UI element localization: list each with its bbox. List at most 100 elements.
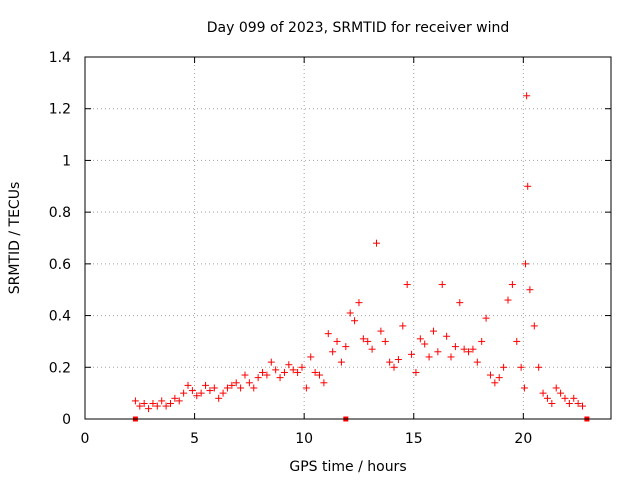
data-point <box>561 394 569 402</box>
data-point <box>460 345 468 353</box>
data-point <box>526 286 534 294</box>
data-point <box>359 335 367 343</box>
data-point <box>237 384 245 392</box>
data-point <box>403 281 411 289</box>
y-tick-label: 1.2 <box>49 102 71 118</box>
data-point <box>245 379 253 387</box>
data-point <box>355 299 363 307</box>
data-point <box>425 353 433 361</box>
y-tick-label: 0 <box>62 412 71 428</box>
data-point <box>574 399 582 407</box>
data-point <box>447 353 455 361</box>
data-point <box>539 389 547 397</box>
data-point <box>408 350 416 358</box>
tick-labels: 0 5 10 15 20 0 0.2 0.4 0.6 0.8 1 1.2 1.4 <box>49 50 533 447</box>
data-point <box>342 343 350 351</box>
data-point <box>180 389 188 397</box>
data-point <box>522 260 530 268</box>
y-tick-label: 1.4 <box>49 50 71 66</box>
data-point <box>202 381 210 389</box>
chart-title: Day 099 of 2023, SRMTID for receiver win… <box>207 20 510 36</box>
data-point <box>429 327 437 335</box>
data-point <box>250 384 258 392</box>
data-point <box>289 366 297 374</box>
data-point <box>394 356 402 364</box>
data-point <box>520 384 528 392</box>
data-point <box>377 327 385 335</box>
data-point <box>504 296 512 304</box>
y-tick-label: 0.2 <box>49 360 71 376</box>
data-point <box>486 371 494 379</box>
data-point <box>421 340 429 348</box>
data-point <box>329 348 337 356</box>
data-point <box>524 182 532 190</box>
data-point <box>412 368 420 376</box>
data-point <box>280 368 288 376</box>
data-point <box>523 92 531 100</box>
data-point <box>535 363 543 371</box>
data-point <box>473 358 481 366</box>
data-point <box>372 239 380 247</box>
data-point <box>351 317 359 325</box>
data-point <box>508 281 516 289</box>
data-point <box>456 299 464 307</box>
data-point <box>223 384 231 392</box>
data-point <box>219 389 227 397</box>
data-point <box>162 402 170 410</box>
data-point <box>307 353 315 361</box>
data-point <box>320 379 328 387</box>
x-axis-label: GPS time / hours <box>289 459 406 475</box>
data-point <box>434 348 442 356</box>
data-point <box>188 387 196 395</box>
data-point <box>565 399 573 407</box>
data-point <box>491 379 499 387</box>
data-point <box>324 330 332 338</box>
data-point <box>206 387 214 395</box>
data-point <box>570 394 578 402</box>
y-tick-label: 1 <box>62 153 71 169</box>
data-point <box>254 374 262 382</box>
data-point <box>390 363 398 371</box>
data-point <box>368 345 376 353</box>
data-point <box>140 399 148 407</box>
x-tick-label: 5 <box>190 431 199 447</box>
x-tick-label: 0 <box>81 431 90 447</box>
data-point <box>337 358 345 366</box>
data-point <box>364 337 372 345</box>
data-points <box>131 92 587 413</box>
data-point <box>294 368 302 376</box>
data-point <box>193 392 201 400</box>
data-point <box>215 394 223 402</box>
data-point <box>276 374 284 382</box>
data-point <box>495 374 503 382</box>
data-point <box>263 371 271 379</box>
data-point <box>197 389 205 397</box>
x-tick-label: 20 <box>514 431 532 447</box>
data-point <box>451 343 459 351</box>
data-point <box>267 358 275 366</box>
y-tick-label: 0.6 <box>49 257 71 273</box>
data-point <box>557 389 565 397</box>
data-point <box>579 402 587 410</box>
data-point <box>438 281 446 289</box>
data-point <box>416 335 424 343</box>
data-point <box>228 381 236 389</box>
data-point <box>158 397 166 405</box>
y-tick-label: 0.8 <box>49 205 71 221</box>
data-point <box>232 379 240 387</box>
data-point <box>259 368 267 376</box>
data-point <box>543 394 551 402</box>
data-point <box>166 399 174 407</box>
data-point <box>517 363 525 371</box>
data-point <box>500 363 508 371</box>
data-point <box>530 322 538 330</box>
data-point <box>298 363 306 371</box>
data-point <box>285 361 293 369</box>
data-point <box>153 402 161 410</box>
data-point <box>311 368 319 376</box>
data-point <box>381 337 389 345</box>
data-point <box>184 381 192 389</box>
data-point <box>443 332 451 340</box>
x-tick-label: 15 <box>405 431 423 447</box>
